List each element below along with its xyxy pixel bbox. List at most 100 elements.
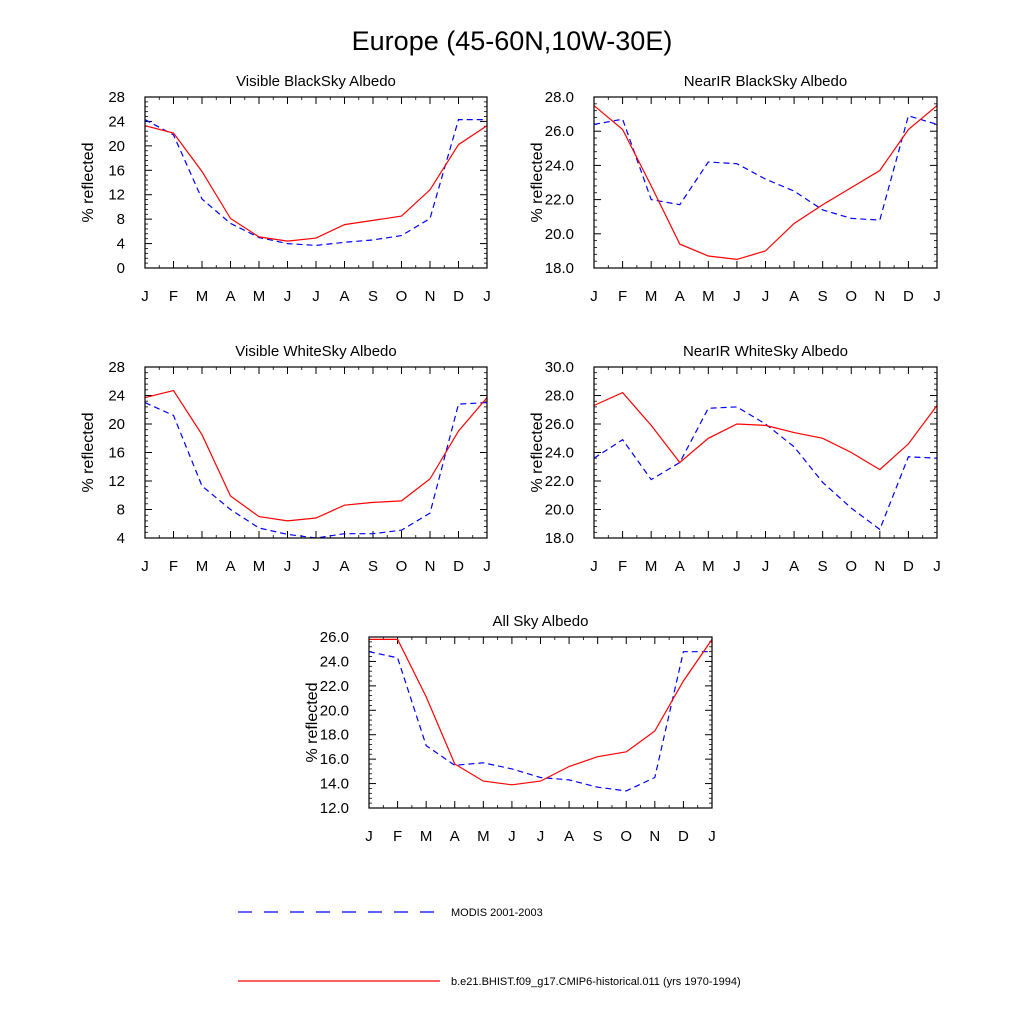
y-tick-label: 28 (108, 89, 125, 106)
x-tick-label: A (675, 558, 685, 575)
y-tick-label: 8 (117, 502, 125, 519)
y-tick-label: 26.0 (545, 416, 574, 433)
y-tick-label: 12 (108, 187, 125, 204)
y-tick-label: 12.0 (320, 800, 349, 817)
x-tick-label: S (818, 558, 828, 575)
x-tick-label: D (903, 288, 914, 305)
y-tick-label: 22.0 (545, 192, 574, 209)
x-tick-label: J (708, 828, 716, 845)
x-tick-label: J (312, 558, 320, 575)
y-tick-label: 18.0 (545, 530, 574, 547)
y-axis-label: % reflected (304, 682, 321, 762)
plot-frame (593, 96, 938, 269)
x-tick-label: F (169, 558, 178, 575)
x-tick-label: J (483, 558, 491, 575)
y-tick-label: 22.0 (320, 678, 349, 695)
x-tick-label: O (620, 828, 632, 845)
y-tick-label: 24.0 (545, 445, 574, 462)
y-tick-label: 24.0 (320, 653, 349, 670)
series-line-modis (144, 118, 487, 247)
y-tick-label: 20 (108, 416, 125, 433)
x-tick-label: D (678, 828, 689, 845)
y-tick-label: 16 (108, 162, 125, 179)
x-tick-label: J (483, 288, 491, 305)
x-tick-label: J (141, 558, 149, 575)
panels: Visible BlackSky Albedo % reflected 0 4 8 12 1… (80, 73, 941, 845)
x-tick-label: A (225, 558, 235, 575)
x-tick-label: J (284, 288, 292, 305)
panel-title: NearIR BlackSky Albedo (684, 73, 847, 90)
y-tick-label: 24.0 (545, 157, 574, 174)
series-line-model (144, 125, 488, 242)
y-tick-label: 8 (117, 211, 125, 228)
series-line-model (144, 389, 488, 522)
x-tick-label: A (789, 558, 799, 575)
x-tick-label: S (593, 828, 603, 845)
y-tick-label: 26.0 (545, 123, 574, 140)
panel-title: Visible WhiteSky Albedo (235, 343, 396, 360)
x-tick-label: A (450, 828, 460, 845)
x-tick-label: D (453, 288, 464, 305)
plot-frame (144, 366, 488, 539)
x-tick-label: F (618, 558, 627, 575)
plot-frame (144, 96, 488, 269)
x-tick-label: M (477, 828, 490, 845)
x-tick-label: A (225, 288, 235, 305)
series-line-modis (368, 651, 712, 792)
x-tick-label: F (169, 288, 178, 305)
x-tick-label: F (393, 828, 402, 845)
x-tick-label: A (675, 288, 685, 305)
series-line-model (593, 391, 938, 471)
y-tick-label: 18.0 (545, 260, 574, 277)
x-tick-label: O (396, 288, 408, 305)
x-tick-label: J (733, 558, 741, 575)
plot-frame (368, 636, 713, 809)
x-tick-label: J (933, 288, 941, 305)
y-tick-label: 18.0 (320, 727, 349, 744)
y-tick-label: 30.0 (545, 359, 574, 376)
x-tick-label: J (590, 288, 598, 305)
y-tick-label: 20 (108, 138, 125, 155)
x-tick-label: J (762, 288, 770, 305)
x-tick-label: M (196, 288, 209, 305)
x-tick-label: J (141, 288, 149, 305)
x-tick-label: J (590, 558, 598, 575)
x-tick-label: M (702, 558, 715, 575)
y-tick-label: 28 (108, 359, 125, 376)
series-line-model (369, 638, 713, 786)
x-tick-label: J (537, 828, 545, 845)
x-tick-label: J (733, 288, 741, 305)
x-tick-label: O (845, 288, 857, 305)
series-line-modis (593, 115, 938, 221)
y-tick-label: 4 (117, 530, 125, 547)
x-tick-label: A (789, 288, 799, 305)
x-tick-label: J (933, 558, 941, 575)
x-tick-label: J (365, 828, 373, 845)
x-tick-label: J (508, 828, 516, 845)
y-tick-label: 14.0 (320, 776, 349, 793)
legend: MODIS 2001-2003 b.e21.BHIST.f09_g17.CMIP… (238, 907, 741, 988)
plot-frame (593, 366, 938, 539)
panel-title: Visible BlackSky Albedo (236, 73, 396, 90)
series-line-modis (144, 402, 488, 539)
x-tick-label: S (368, 558, 378, 575)
y-tick-label: 28.0 (545, 89, 574, 106)
legend-label-modis: MODIS 2001-2003 (451, 907, 543, 919)
x-tick-label: N (874, 288, 885, 305)
x-tick-label: N (425, 288, 436, 305)
x-tick-label: O (396, 558, 408, 575)
x-tick-label: S (368, 288, 378, 305)
panel-title: NearIR WhiteSky Albedo (683, 343, 848, 360)
x-tick-label: M (645, 288, 658, 305)
y-tick-label: 20.0 (320, 702, 349, 719)
y-tick-label: 24 (108, 113, 125, 130)
x-tick-label: J (284, 558, 292, 575)
x-tick-label: J (312, 288, 320, 305)
x-tick-label: M (196, 558, 209, 575)
x-tick-label: M (645, 558, 658, 575)
y-axis-label: % reflected (529, 142, 546, 222)
x-tick-label: M (702, 288, 715, 305)
y-tick-label: 24 (108, 388, 125, 405)
y-tick-label: 4 (117, 236, 125, 253)
